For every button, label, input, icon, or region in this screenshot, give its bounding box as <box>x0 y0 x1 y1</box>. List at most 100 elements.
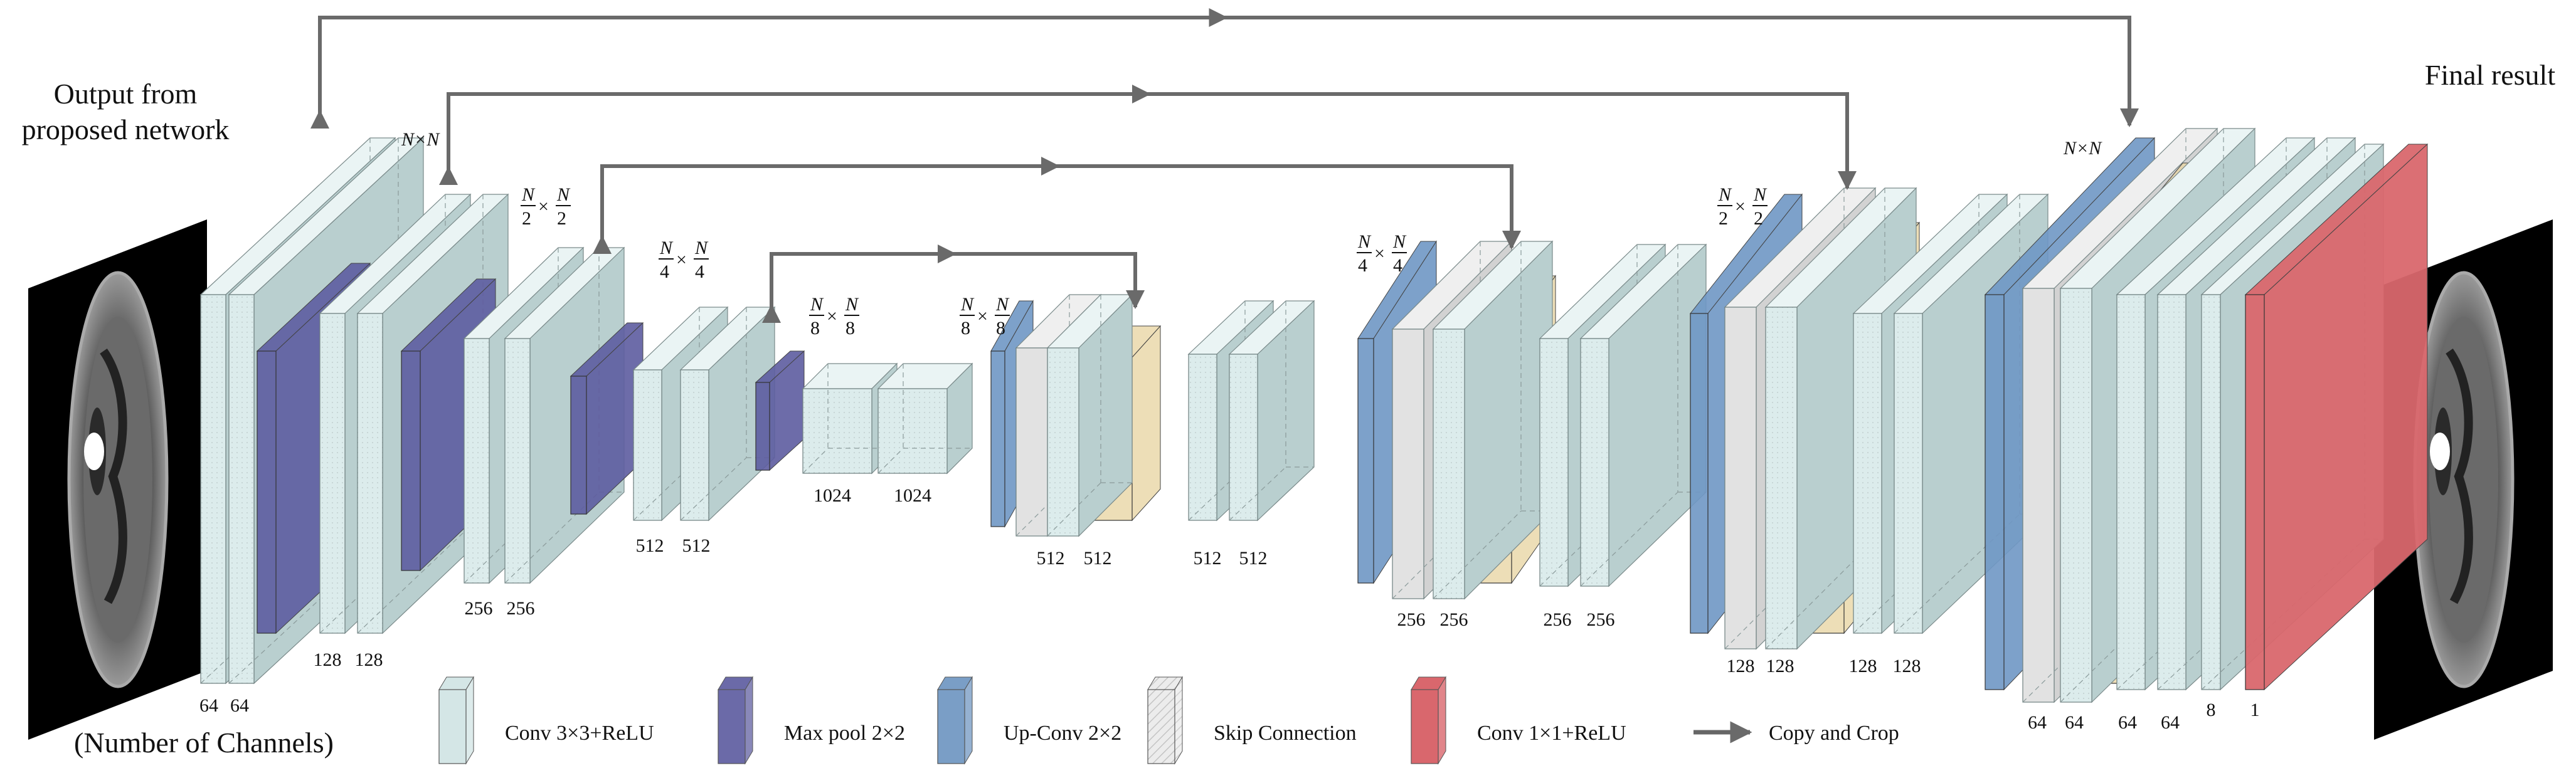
count-enc4-2: 512 <box>682 535 711 556</box>
count-dec3-up-1: 256 <box>1397 609 1426 630</box>
dec3-conv-b <box>1579 243 1707 587</box>
dim-frac-dec2-op: × <box>1735 196 1746 217</box>
legend-item-conv1x1: Conv 1×1+ReLU <box>1411 676 1626 765</box>
count-bottleneck-1: 1024 <box>814 485 851 506</box>
input-title-line1: Output from <box>54 78 198 110</box>
count-dec2-up-1: 128 <box>1727 656 1755 676</box>
count-output-1: 1 <box>2250 700 2260 720</box>
dec4-skip-b <box>1046 293 1133 537</box>
dim-frac-enc4-num-1: N <box>810 294 824 315</box>
skip-arrow-level4 <box>762 244 1145 323</box>
legend-item-upconv: Up-Conv 2×2 <box>937 676 1121 765</box>
skip-arrow-level1 <box>310 8 2139 129</box>
copy-crop-arrows <box>310 8 2139 323</box>
dim-frac-dec3-num-2: N <box>1392 231 1407 252</box>
enc3-maxpool <box>570 322 644 515</box>
dim-frac-enc2: N2×N2 <box>521 184 571 229</box>
dim-frac-enc3-den-1: 4 <box>660 261 669 282</box>
dim-frac-dec4-den-2: 8 <box>996 318 1005 339</box>
output-title: Final result <box>2425 59 2555 91</box>
dim-frac-dec3-den-2: 4 <box>1393 255 1402 276</box>
input-image <box>28 219 207 740</box>
count-enc4-1: 512 <box>636 535 664 556</box>
count-enc1-1: 64 <box>199 695 218 716</box>
dim-frac-dec3-op: × <box>1374 243 1385 264</box>
count-dec1-conv-1: 64 <box>2118 712 2137 733</box>
count-dec2-conv-2: 128 <box>1893 656 1921 676</box>
count-dec3-conv-2: 256 <box>1587 609 1615 630</box>
dim-frac-dec2-num-2: N <box>1753 184 1768 205</box>
dim-label-level1-left: N×N <box>401 129 440 150</box>
bottleneck-conv-b <box>877 362 973 475</box>
dim-frac-dec2-num-1: N <box>1718 184 1732 205</box>
legend-swatch-skip <box>1147 676 1183 765</box>
dim-frac-dec4-num-2: N <box>995 294 1010 315</box>
legend-swatch-upconv <box>937 676 973 765</box>
skip-arrow-level2 <box>439 85 1857 190</box>
count-dec4-up-2: 512 <box>1084 548 1112 569</box>
legend-item-arrow: Copy and Crop <box>1693 721 1899 745</box>
legend-item-conv: Conv 3×3+ReLU <box>438 676 654 765</box>
dec3-skip-b <box>1432 240 1554 600</box>
dim-label-level1-right: N×N <box>2063 138 2102 159</box>
legend-label-skip: Skip Connection <box>1214 722 1357 745</box>
count-dec4-conv-2: 512 <box>1239 548 1268 569</box>
dim-frac-enc4-op: × <box>827 306 837 327</box>
count-dec4-conv-1: 512 <box>1194 548 1222 569</box>
count-dec1-up-1: 64 <box>2028 712 2047 733</box>
channels-caption: (Number of Channels) <box>74 727 334 759</box>
dim-frac-dec2-den-2: 2 <box>1754 208 1763 229</box>
count-dec3-conv-1: 256 <box>1544 609 1572 630</box>
dim-frac-enc3-den-2: 4 <box>695 261 704 282</box>
dim-frac-enc2-num-2: N <box>556 184 571 205</box>
legend-label-maxpool: Max pool 2×2 <box>784 722 905 745</box>
dim-frac-enc2-num-1: N <box>521 184 536 205</box>
dim-frac-enc2-op: × <box>538 196 549 217</box>
count-enc2-2: 128 <box>355 649 383 670</box>
dim-frac-enc4: N8×N8 <box>809 294 859 339</box>
output-conv1x1 <box>2244 143 2429 691</box>
count-dec2-up-2: 128 <box>1766 656 1794 676</box>
dim-frac-dec4-num-1: N <box>960 294 975 315</box>
legend-label-arrow: Copy and Crop <box>1769 722 1899 745</box>
dim-frac-enc3-op: × <box>676 250 687 270</box>
dim-frac-enc2-den-2: 2 <box>557 208 566 229</box>
legend: Conv 3×3+ReLU Max pool 2×2 Up-Conv 2×2 Skip… <box>438 676 1899 765</box>
dim-frac-enc2-den-1: 2 <box>522 208 531 229</box>
count-enc3-1: 256 <box>465 598 493 619</box>
count-dec1-up-2: 64 <box>2065 712 2084 733</box>
dim-frac-dec3: N4×N4 <box>1357 231 1407 276</box>
legend-label-conv1x1: Conv 1×1+ReLU <box>1477 722 1626 745</box>
count-bottleneck-2: 1024 <box>894 485 931 506</box>
count-enc2-1: 128 <box>314 649 342 670</box>
count-dec2-conv-1: 128 <box>1849 656 1877 676</box>
legend-label-upconv: Up-Conv 2×2 <box>1004 722 1121 745</box>
legend-swatch-conv <box>438 676 474 765</box>
legend-label-conv: Conv 3×3+ReLU <box>505 722 654 745</box>
skip-arrow-level3 <box>593 157 1521 254</box>
dim-frac-dec2-den-1: 2 <box>1719 208 1728 229</box>
count-dec3-up-2: 256 <box>1440 609 1468 630</box>
dim-frac-dec4-op: × <box>977 306 988 327</box>
dec4-conv-b <box>1228 300 1315 522</box>
dim-frac-enc4-den-2: 8 <box>845 318 855 339</box>
channel-counts: 64 64 128 128 256 256 512 512 1024 1024 512 512 512 5… <box>199 485 2260 733</box>
dim-frac-enc3: N4×N4 <box>659 238 709 282</box>
dim-frac-enc4-den-1: 8 <box>810 318 820 339</box>
input-title-line2: proposed network <box>22 113 230 145</box>
dim-frac-dec3-num-1: N <box>1357 231 1372 252</box>
legend-item-maxpool: Max pool 2×2 <box>718 676 905 765</box>
dim-frac-dec4: N8×N8 <box>960 294 1010 339</box>
dim-frac-dec2: N2×N2 <box>1717 184 1768 229</box>
count-enc1-2: 64 <box>230 695 249 716</box>
count-enc3-2: 256 <box>507 598 535 619</box>
legend-swatch-maxpool <box>718 676 753 765</box>
dim-frac-enc3-num-1: N <box>659 238 674 258</box>
legend-item-skip: Skip Connection <box>1147 676 1357 765</box>
count-dec4-up-1: 512 <box>1037 548 1065 569</box>
count-dec1-conv-2: 64 <box>2161 712 2180 733</box>
count-final-conv-1: 8 <box>2207 700 2216 720</box>
dim-frac-enc3-num-2: N <box>694 238 709 258</box>
network-blocks <box>199 127 2429 703</box>
